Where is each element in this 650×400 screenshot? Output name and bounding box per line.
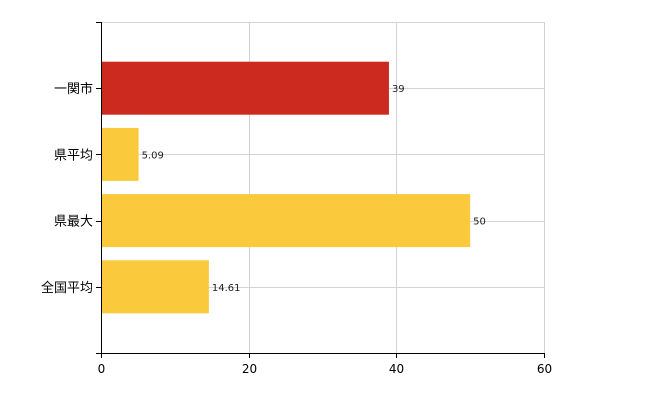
data-label-3: 14.61 bbox=[212, 283, 241, 294]
data-label-1: 5.09 bbox=[142, 150, 164, 161]
category-label-3: 全国平均 bbox=[41, 280, 93, 296]
labels: 39 一関市 5.09 県平均 50 県最大 14.61 全国平均 0 20 40 60 bbox=[41, 81, 552, 376]
category-label-1: 県平均 bbox=[54, 148, 93, 163]
x-tick-label-60: 60 bbox=[537, 362, 552, 376]
x-tick-label-40: 40 bbox=[389, 362, 404, 376]
bars bbox=[102, 61, 471, 314]
x-tick-label-20: 20 bbox=[242, 362, 257, 376]
data-label-0: 39 bbox=[392, 84, 405, 95]
axes bbox=[96, 22, 545, 358]
data-label-2: 50 bbox=[473, 217, 486, 228]
bar-0 bbox=[102, 61, 389, 115]
x-tick-label-0: 0 bbox=[98, 362, 106, 376]
bar-2 bbox=[102, 194, 471, 248]
category-label-0: 一関市 bbox=[54, 81, 93, 97]
bar-3 bbox=[102, 260, 209, 314]
bar-1 bbox=[102, 127, 139, 181]
category-label-2: 県最大 bbox=[54, 215, 93, 230]
